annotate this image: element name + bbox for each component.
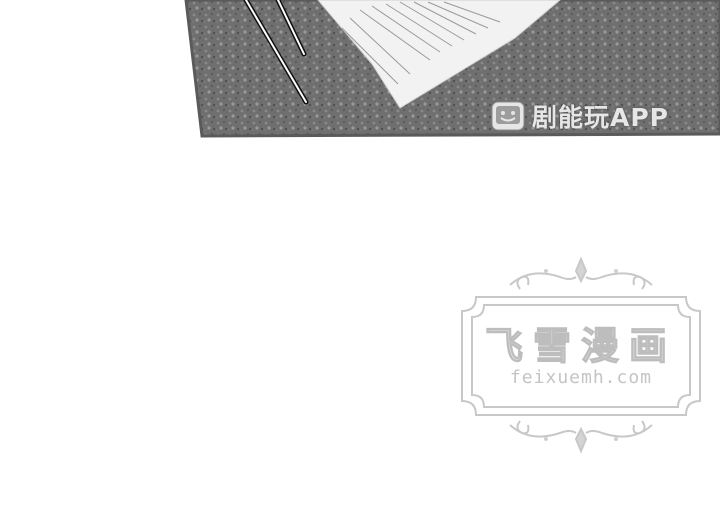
site-watermark-url: feixuemh.com	[509, 367, 653, 388]
site-watermark: 飞雪漫画 feixuemh.com	[450, 255, 712, 455]
app-watermark-text: 剧能玩APP	[532, 103, 669, 132]
tv-smiley-icon	[490, 99, 526, 133]
comic-panel: 剧能玩APP	[0, 0, 720, 140]
ornate-frame-icon	[461, 256, 701, 454]
site-watermark-title: 飞雪漫画	[484, 323, 677, 368]
photo-panel-icon	[184, 0, 720, 138]
app-watermark: 剧能玩APP	[490, 96, 669, 136]
